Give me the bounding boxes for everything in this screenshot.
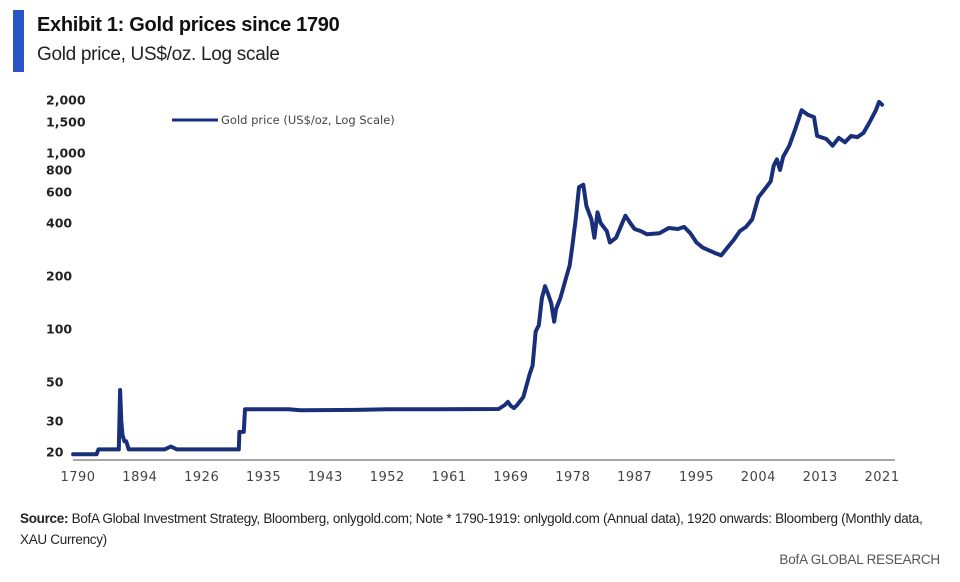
y-axis: 20 30 50 100 200 400 600 800 1,000 1,500 2,000 xyxy=(46,93,86,460)
y-tick-label: 400 xyxy=(46,216,72,231)
x-tick-label: 1894 xyxy=(122,470,157,485)
y-tick-label: 30 xyxy=(46,414,64,429)
y-tick-label: 100 xyxy=(46,321,72,336)
x-tick-label: 1978 xyxy=(555,470,590,485)
y-tick-label: 800 xyxy=(46,163,72,178)
x-tick-label: 1987 xyxy=(617,470,652,485)
legend: Gold price (US$/oz, Log Scale) xyxy=(172,113,395,127)
y-tick-label: 200 xyxy=(46,269,72,284)
series-line-gold-price xyxy=(71,99,885,457)
x-tick-label: 1943 xyxy=(308,470,343,485)
x-tick-label: 1952 xyxy=(370,470,405,485)
y-tick-label: 600 xyxy=(46,185,72,200)
brand-label: BofA GLOBAL RESEARCH xyxy=(779,552,940,567)
y-tick-label: 1,500 xyxy=(46,114,86,129)
source-note: Source: BofA Global Investment Strategy,… xyxy=(20,508,950,550)
y-tick-label: 20 xyxy=(46,445,64,460)
y-tick-label: 2,000 xyxy=(46,93,86,108)
x-tick-label: 1926 xyxy=(184,470,219,485)
x-tick-label: 2013 xyxy=(803,470,838,485)
x-tick-label: 1969 xyxy=(493,470,528,485)
y-tick-label: 50 xyxy=(46,374,64,389)
gold-price-chart: 20 30 50 100 200 400 600 800 1,000 1,500 2,000 179… xyxy=(46,93,899,486)
accent-bar xyxy=(13,10,24,72)
x-tick-label: 1935 xyxy=(246,470,281,485)
chart-title: Exhibit 1: Gold prices since 1790 xyxy=(37,14,340,36)
x-tick-label: 1961 xyxy=(432,470,467,485)
x-tick-label: 2004 xyxy=(741,470,776,485)
x-tick-label: 1790 xyxy=(60,470,95,485)
y-tick-label: 1,000 xyxy=(46,145,86,160)
x-axis: 1790 1894 1926 1935 1943 1952 1961 1969 1978 1987… xyxy=(60,470,899,485)
legend-label: Gold price (US$/oz, Log Scale) xyxy=(221,113,395,127)
x-tick-label: 2021 xyxy=(865,470,900,485)
x-tick-label: 1995 xyxy=(679,470,714,485)
source-label: Source: xyxy=(20,511,69,526)
chart-subtitle: Gold price, US$/oz. Log scale xyxy=(37,44,280,65)
source-text: BofA Global Investment Strategy, Bloombe… xyxy=(20,511,923,547)
